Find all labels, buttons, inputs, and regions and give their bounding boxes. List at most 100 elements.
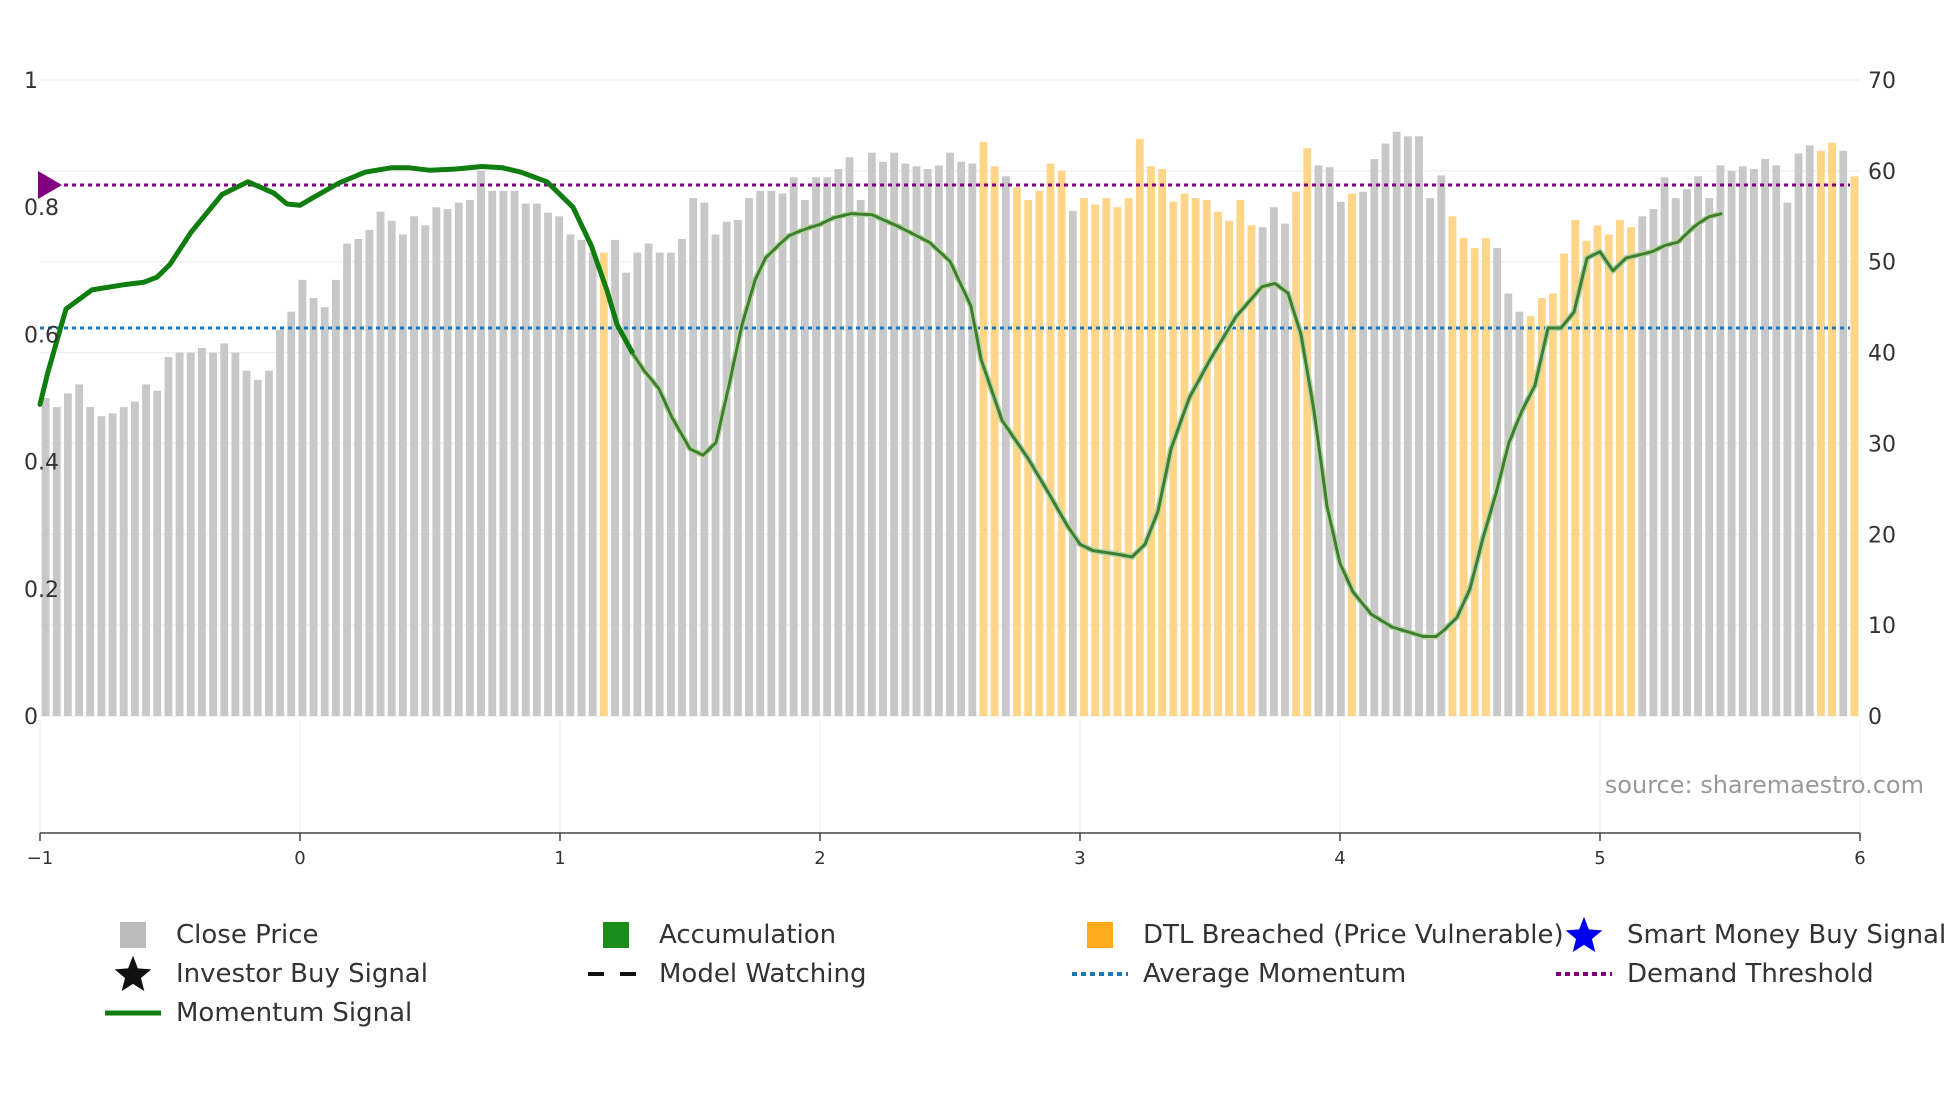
left-axis-tick-label: 0.2	[24, 578, 59, 603]
close-price-bar	[1750, 169, 1758, 717]
legend-label: Smart Money Buy Signal	[1627, 920, 1947, 950]
x-axis-tick-label: 2	[814, 848, 825, 869]
close-price-bar	[923, 169, 932, 717]
close-price-bar	[722, 221, 731, 717]
close-price-bar	[477, 170, 485, 716]
dtl-breached-bar	[1470, 248, 1479, 717]
close-price-bar	[655, 252, 664, 716]
close-price-bar	[1705, 198, 1714, 717]
momentum-signal-line-faded	[631, 212, 1723, 638]
dtl-breached-bar	[1593, 225, 1602, 716]
close-price-bar	[689, 198, 698, 717]
right-axis-tick-label: 20	[1868, 523, 1896, 548]
close-price-bar	[1794, 153, 1803, 716]
close-price-bar	[309, 298, 318, 716]
right-axis-tick-label: 10	[1868, 614, 1896, 639]
dtl-breached-bar	[1817, 150, 1825, 716]
close-price-bar	[767, 190, 776, 717]
close-price-bar	[1381, 143, 1390, 717]
dtl-breached-bar	[990, 166, 999, 717]
dtl-breached-bar	[599, 252, 608, 716]
left-axis-tick-label: 0	[24, 705, 38, 730]
dtl-breached-bar	[1537, 298, 1546, 716]
legend-label: Investor Buy Signal	[176, 959, 428, 989]
close-price-bar	[242, 370, 251, 716]
close-price-bar	[521, 203, 530, 716]
legend-item[interactable]: Demand Threshold	[1551, 956, 1874, 992]
dtl-breached-bar	[1135, 139, 1144, 717]
close-price-bars	[41, 131, 1859, 717]
close-price-bar	[1370, 159, 1379, 716]
dtl-breached-bar	[1202, 199, 1211, 717]
legend-item[interactable]: Average Momentum	[1067, 956, 1406, 992]
dtl-breached-bar	[1225, 220, 1234, 717]
close-price-bar	[1281, 223, 1289, 716]
close-price-bar	[1683, 189, 1691, 716]
momentum-signal-line	[37, 164, 636, 407]
close-price-bar	[1392, 131, 1401, 716]
legend-item[interactable]: DTL Breached (Price Vulnerable)	[1067, 917, 1564, 953]
dtl-breached-bar	[1292, 191, 1301, 717]
close-price-bar	[231, 352, 240, 716]
dtl-breached-bar	[1046, 163, 1055, 717]
dtl-breached-bar	[1191, 198, 1200, 717]
close-price-bar	[1638, 216, 1647, 717]
close-price-bar	[64, 393, 72, 716]
solid-line-icon	[100, 995, 166, 1031]
close-price-bar	[499, 190, 508, 717]
close-price-bar	[1716, 165, 1725, 717]
close-price-bar	[1805, 145, 1814, 717]
close-price-bar	[331, 279, 340, 716]
right-axis-tick-label: 60	[1868, 160, 1896, 185]
close-price-bar	[789, 177, 798, 716]
dtl-breached-bar	[1080, 198, 1088, 717]
dtl-breached-bar	[1180, 193, 1189, 717]
close-price-bar	[97, 416, 106, 716]
legend-item[interactable]: Momentum Signal	[100, 995, 412, 1031]
dtl-breached-bar	[1549, 293, 1557, 716]
close-price-bar	[1761, 159, 1769, 716]
close-price-bar	[1649, 209, 1658, 716]
close-price-bar	[86, 407, 95, 716]
close-price-bar	[75, 384, 83, 716]
dtl-breached-bar	[1147, 166, 1155, 717]
legend-item[interactable]: Investor Buy Signal	[100, 955, 428, 992]
close-price-bar	[778, 193, 787, 717]
close-price-bar	[343, 243, 351, 717]
close-price-bar	[220, 343, 229, 716]
square-swatch-icon	[100, 917, 166, 953]
left-axis-tick-label: 0.6	[24, 323, 59, 348]
dtl-breached-bar	[1124, 198, 1133, 717]
dtl-breached-bar	[1013, 187, 1021, 716]
close-price-bar	[756, 190, 765, 717]
close-price-bar	[1068, 210, 1077, 716]
close-price-bar	[410, 216, 418, 717]
close-price-bar	[800, 199, 809, 717]
right-axis-tick-label: 30	[1868, 432, 1896, 457]
close-price-bar	[901, 163, 910, 717]
legend-item[interactable]: Model Watching	[583, 956, 866, 992]
close-price-bar	[142, 384, 150, 716]
close-price-bar	[934, 165, 943, 717]
close-price-bar	[678, 239, 686, 716]
legend-item[interactable]: Close Price	[100, 917, 319, 953]
close-price-bar	[365, 229, 374, 716]
close-price-bar	[912, 166, 921, 717]
legend-item[interactable]: Accumulation	[583, 917, 836, 953]
close-price-bar	[1660, 177, 1669, 716]
close-price-bar	[421, 225, 430, 716]
legend-item[interactable]: Smart Money Buy Signal	[1551, 916, 1947, 953]
close-price-bar	[52, 407, 61, 716]
close-price-bar	[41, 398, 50, 716]
dot-line-icon	[1551, 956, 1617, 992]
close-price-bar	[544, 212, 552, 716]
close-price-bar	[465, 199, 474, 717]
close-price-bar	[1415, 136, 1423, 716]
close-price-bar	[611, 239, 619, 716]
star-icon	[100, 955, 166, 992]
x-axis-tick-label: 5	[1594, 848, 1605, 869]
dot-line-icon	[1067, 956, 1133, 992]
close-price-bar	[1359, 191, 1368, 717]
close-price-bar	[812, 177, 820, 716]
left-axis-tick-label: 0.4	[24, 451, 59, 476]
